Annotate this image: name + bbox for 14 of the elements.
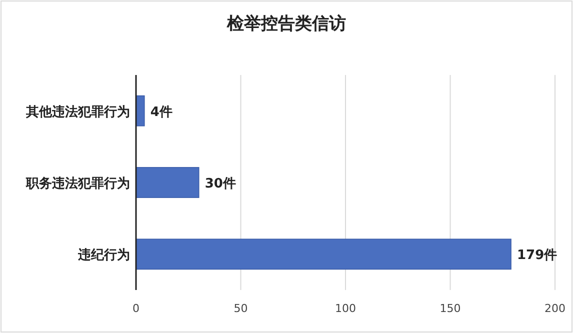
data-label: 30件 [204,176,236,192]
y-tick-label: 其他违法犯罪行为 [25,104,130,120]
x-tick-label: 50 [234,302,248,315]
bar [136,167,200,198]
y-tick-label: 违纪行为 [77,247,130,264]
x-tick-label: 0 [132,302,140,315]
chart-title: 检举控告类信访 [226,14,346,34]
bar [136,238,512,270]
x-tick-label: 150 [440,302,461,315]
y-tick-label: 职务违法犯罪行为 [25,176,130,192]
x-tick-label: 100 [335,302,356,315]
x-tick-label: 200 [544,302,566,315]
data-label: 4件 [150,104,172,120]
data-label: 179件 [517,248,558,264]
